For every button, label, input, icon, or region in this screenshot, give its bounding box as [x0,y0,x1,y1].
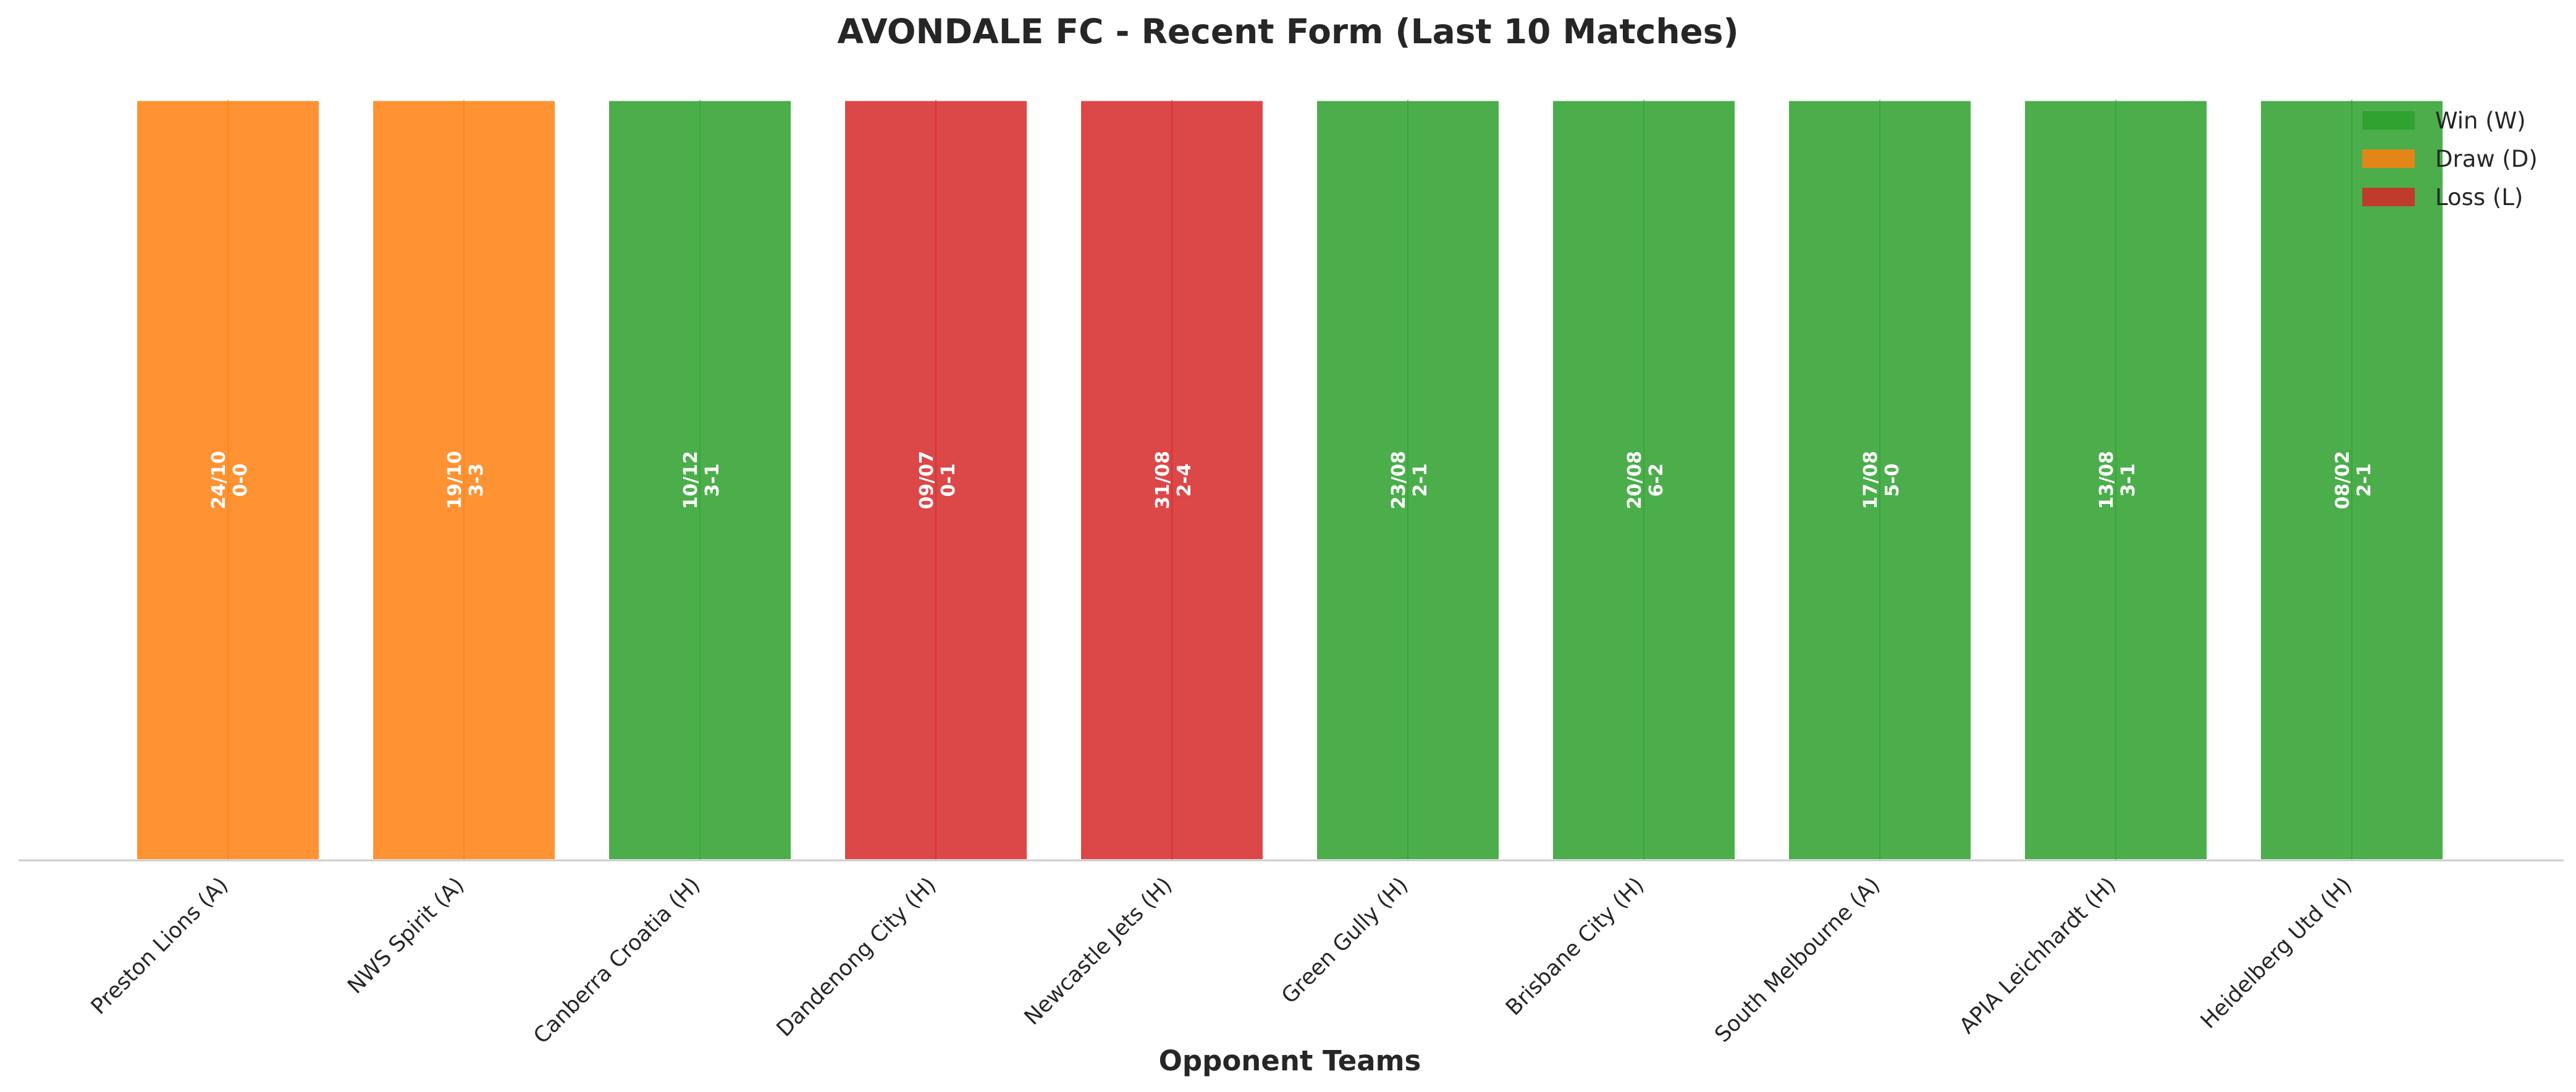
bar-label-5: 23/082-1 [1388,451,1431,509]
bar-score-0: 0-0 [230,463,251,497]
bar-score-5: 2-1 [1410,463,1431,497]
bar-date-6: 20/08 [1624,451,1646,509]
legend-label-d: Draw (D) [2435,146,2538,172]
bar-date-9: 08/02 [2332,451,2354,509]
bar-date-2: 10/12 [680,451,702,509]
legend-swatch-d [2362,149,2415,168]
legend: Win (W) Draw (D) Loss (L) [2362,107,2538,211]
legend-swatch-w [2362,111,2415,130]
bar-score-3: 0-1 [938,463,959,497]
bar-label-3: 09/070-1 [916,451,959,509]
bar-label-9: 08/022-1 [2332,451,2375,509]
bar-score-9: 2-1 [2354,463,2375,497]
bar-score-4: 2-4 [1174,463,1195,497]
bar-score-2: 3-1 [702,463,723,497]
bar-score-7: 5-0 [1882,463,1903,497]
bar-score-8: 3-1 [2118,463,2139,497]
bar-label-8: 13/083-1 [2096,451,2139,509]
bar-label-0: 24/100-0 [208,451,251,509]
bar-score-6: 6-2 [1646,463,1667,497]
bars-group [135,98,2445,862]
bar-date-3: 09/07 [916,451,938,509]
bar-label-4: 31/082-4 [1152,451,1195,509]
bar-date-1: 19/10 [444,451,466,509]
legend-swatch-l [2362,188,2415,206]
bar-date-0: 24/10 [208,451,230,509]
bar-label-2: 10/123-1 [680,451,723,509]
legend-label-w: Win (W) [2435,107,2526,134]
bar-date-8: 13/08 [2096,451,2118,509]
bar-label-6: 20/086-2 [1624,451,1667,509]
bar-label-7: 17/085-0 [1860,451,1903,509]
bar-score-1: 3-3 [466,463,487,497]
bar-label-1: 19/103-3 [444,451,487,509]
bar-date-7: 17/08 [1860,451,1882,509]
chart-title: AVONDALE FC - Recent Form (Last 10 Match… [837,12,1738,51]
bar-labels-group: 24/100-0 19/103-3 10/123-1 09/070-1 31/082-4… [208,451,2375,509]
bar-date-5: 23/08 [1388,451,1410,509]
legend-label-l: Loss (L) [2435,184,2523,211]
x-axis-label: Opponent Teams [1159,1044,1421,1077]
bar-date-4: 31/08 [1152,451,1174,509]
